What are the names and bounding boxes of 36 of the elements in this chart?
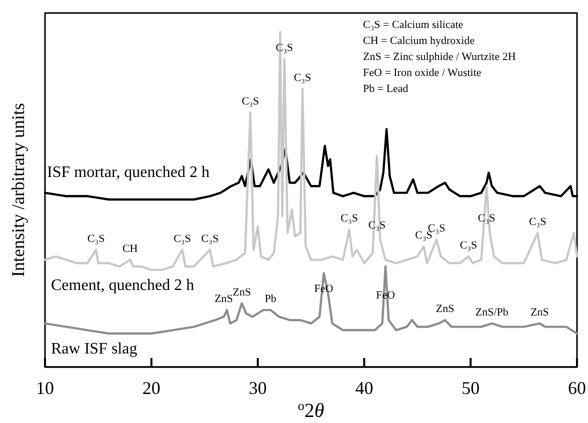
x-axis-title: $^{o}$2θ	[298, 398, 324, 422]
annotation: C₃S	[87, 232, 105, 245]
y-axis-title: Intensity /arbitrary units	[8, 103, 28, 277]
annotation: ZnS	[232, 286, 252, 298]
annotation: ZnS	[436, 303, 454, 316]
annotation: C₃S	[174, 232, 191, 245]
x-tick-label: 40	[355, 378, 374, 398]
annotation: ZnS	[530, 306, 549, 318]
annotation: C₃S	[201, 232, 219, 245]
x-tick-label: 60	[568, 378, 586, 398]
x-tick-label: 30	[248, 378, 267, 398]
annotation: ZnS/Pb	[475, 306, 509, 318]
x-tick-label: 10	[36, 378, 54, 398]
series-label: Cement, quenched 2 h	[51, 276, 194, 294]
annotation: FeO = Iron oxide / Wustite	[363, 67, 482, 79]
annotation: CH	[122, 242, 138, 255]
annotation: C₃S	[242, 95, 259, 108]
annotation: C₃S	[368, 219, 386, 232]
annotation: C₃S	[460, 239, 478, 252]
annotation: ZnS	[214, 293, 233, 306]
series-label: Raw ISF slag	[51, 340, 138, 358]
series-label: ISF mortar, quenched 2 h	[47, 164, 210, 181]
annotation: C₃S	[340, 212, 358, 225]
text: C₃S = Calcium silicate	[363, 19, 464, 31]
annotation: FeO	[376, 290, 396, 302]
annotation: C₃S	[478, 212, 496, 225]
annotation: C₃S	[528, 216, 546, 228]
annotation: C₃S	[276, 42, 294, 54]
x-tick-label: 50	[462, 378, 480, 398]
annotation: Pb = Lead	[363, 83, 409, 95]
annotation: Pb	[264, 293, 277, 306]
annotation: CH = Calcium hydroxide	[363, 35, 475, 47]
x-tick-label: 20	[142, 378, 160, 398]
annotation: ZnS = Zinc sulphide / Wurtzite 2H	[363, 51, 516, 63]
annotation: FeO	[314, 283, 334, 295]
annotation: C₃S	[294, 72, 312, 84]
